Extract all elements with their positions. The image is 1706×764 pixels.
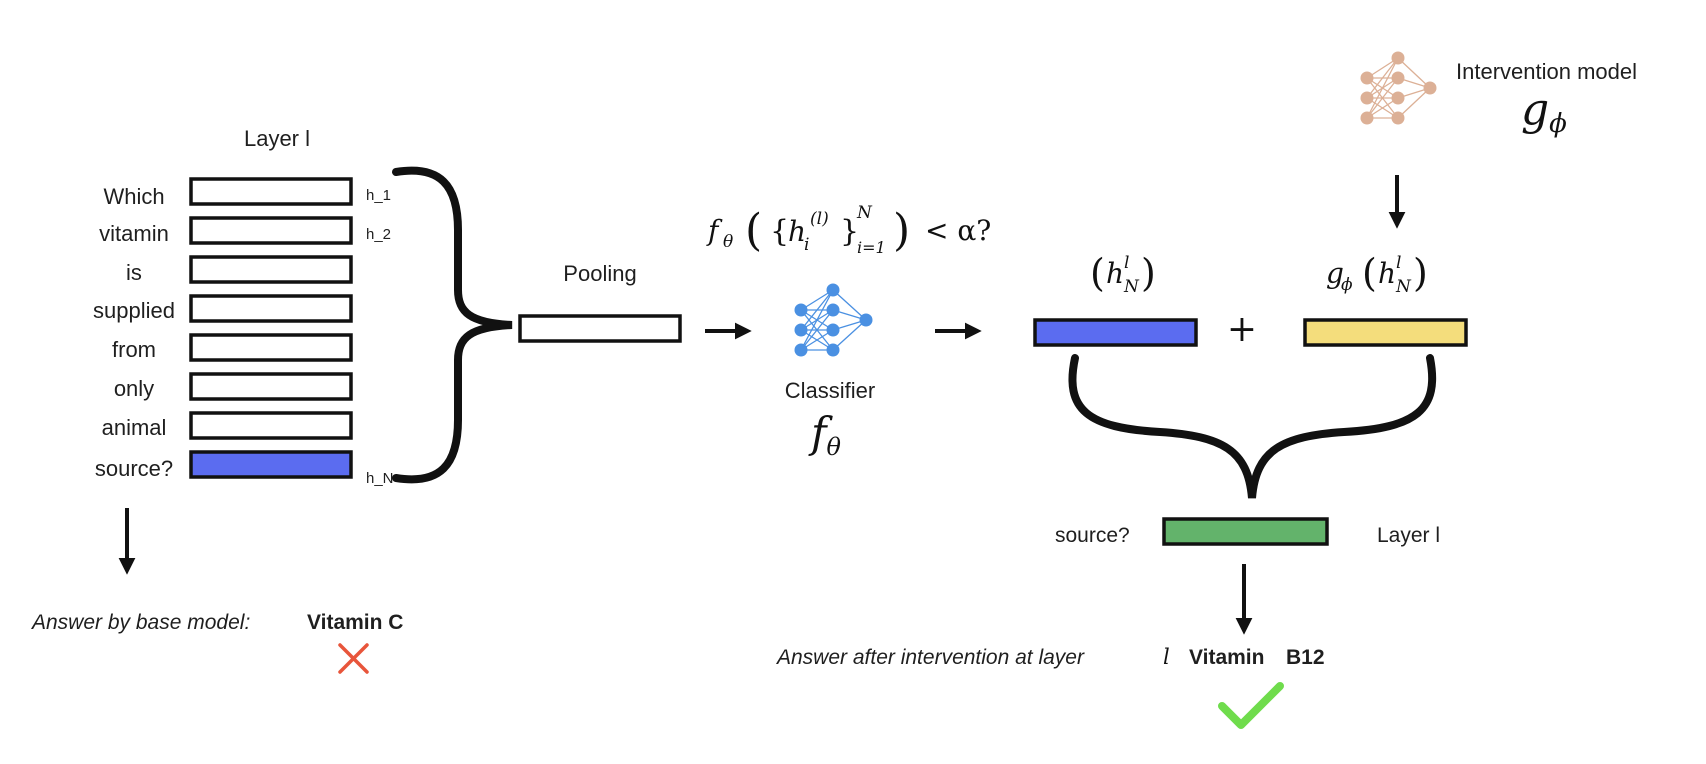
hidden-box-2 <box>189 216 353 245</box>
cond-h-sub: i <box>804 235 809 255</box>
io-g-sub: ϕ <box>1341 275 1353 295</box>
intervened-answer: Answer after intervention at layer l Vit… <box>775 645 1325 669</box>
cond-h: h <box>788 215 806 248</box>
hidden-box-last <box>189 450 353 479</box>
io-close-paren: ) <box>1413 251 1428 295</box>
hs-sup: l <box>1124 253 1129 273</box>
hidden-box-4 <box>189 294 353 323</box>
io-sub: N <box>1395 277 1412 297</box>
intervened-answer-value-b: B12 <box>1286 646 1325 669</box>
base-answer-prefix: Answer by base model: <box>30 611 250 634</box>
token-4: supplied <box>93 298 175 323</box>
combined-vector <box>1162 517 1329 546</box>
token-5: from <box>112 337 156 362</box>
classifier-network-icon <box>794 283 873 357</box>
intervention-vector <box>1303 318 1468 347</box>
hidden-state-boxes <box>189 177 353 479</box>
combined-token: source? <box>1055 524 1130 547</box>
hs-sub: N <box>1123 277 1140 297</box>
hidden-label-h2: h_2 <box>366 226 391 243</box>
token-1: Which <box>103 184 164 209</box>
base-answer-value: Vitamin C <box>307 611 403 634</box>
intervention-symbol: gϕ <box>1521 84 1567 139</box>
cond-lead: f <box>706 214 723 247</box>
io-open-paren: ( <box>1362 251 1377 295</box>
hidden-box-3 <box>189 255 353 284</box>
cond-set-close: } <box>840 214 859 249</box>
intervention-symbol-base: g <box>1521 84 1549 135</box>
check-icon <box>1218 682 1284 729</box>
token-2: vitamin <box>99 221 169 246</box>
intervened-answer-value-a: Vitamin <box>1189 646 1264 669</box>
token-6: only <box>114 376 154 401</box>
layer-title: Layer l <box>244 126 310 151</box>
hidden-box-5 <box>189 333 353 362</box>
token-3: is <box>126 260 142 285</box>
classifier-label: Classifier <box>785 378 875 403</box>
hidden-label-h1: h_1 <box>366 187 391 204</box>
combine-brace <box>1068 354 1437 499</box>
pooling-label: Pooling <box>563 261 636 286</box>
classifier-symbol-sub: θ <box>827 433 842 461</box>
classifier-condition: f θ ( { h i (l) } N i=1 ) < α? <box>706 203 991 257</box>
token-list: Which vitamin is supplied from only anim… <box>93 184 175 481</box>
classifier-symbol: fθ <box>808 408 842 461</box>
cond-open-paren: ( <box>745 205 762 256</box>
pooled-vector <box>518 314 682 343</box>
combined-layer: Layer l <box>1377 524 1440 547</box>
hidden-state-formula: ( h l N ) <box>1090 251 1156 297</box>
hidden-label-hn: h_N <box>366 470 394 487</box>
intervened-answer-prefix: Answer after intervention at layer <box>775 646 1085 669</box>
token-8: source? <box>95 456 173 481</box>
hidden-box-1 <box>189 177 353 206</box>
intervened-answer-layer: l <box>1163 645 1170 669</box>
hidden-box-6 <box>189 372 353 401</box>
base-answer: Answer by base model: Vitamin C <box>30 611 403 634</box>
plus-sign: + <box>1227 309 1257 350</box>
token-7: animal <box>102 415 167 440</box>
intervention-model-label: Intervention model <box>1456 59 1637 84</box>
io-sup: l <box>1396 253 1401 273</box>
pooling-brace <box>392 166 513 484</box>
cond-set-open: { <box>770 214 789 249</box>
cond-close-paren: ) <box>893 205 910 256</box>
io-base: h <box>1378 257 1396 290</box>
cond-lead-sub: θ <box>723 232 733 252</box>
cond-h-sup: (l) <box>810 209 829 229</box>
intervention-symbol-sub: ϕ <box>1549 109 1567 139</box>
hidden-box-7 <box>189 411 353 440</box>
hidden-state-vector <box>1033 318 1198 347</box>
cond-range-sub: i=1 <box>857 238 886 257</box>
cond-range-sup: N <box>856 203 873 223</box>
hs-open-paren: ( <box>1090 251 1105 295</box>
hs-base: h <box>1106 257 1124 290</box>
intervention-output-formula: g ϕ ( h l N ) <box>1326 251 1428 297</box>
hs-close-paren: ) <box>1141 251 1156 295</box>
intervention-network-icon <box>1360 51 1437 125</box>
cond-tail: < α? <box>925 214 991 247</box>
cross-icon <box>338 643 369 674</box>
io-g: g <box>1326 257 1344 290</box>
